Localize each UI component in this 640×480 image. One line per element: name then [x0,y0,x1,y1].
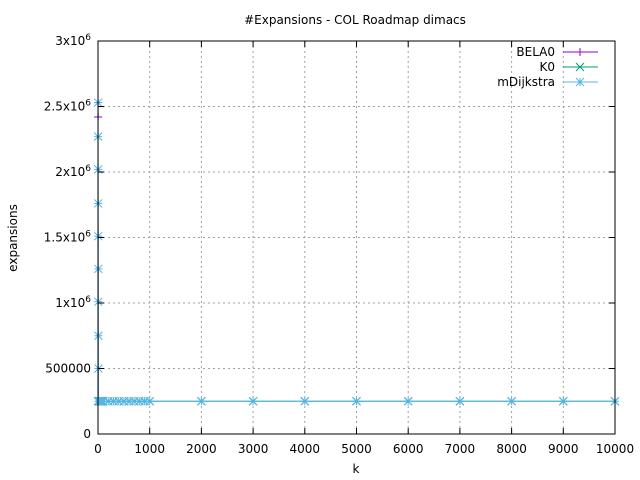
axis-ticks: 0 1000 2000 3000 4000 5000 6000 7000 8000 9000 100… [44,33,634,456]
data-point [558,396,568,406]
x-tick-label: 3000 [238,442,269,456]
series-mdijkstra [93,98,620,406]
x-tick-label: 4000 [290,442,321,456]
x-axis-label: k [353,462,360,476]
x-tick-label: 1000 [134,442,165,456]
x-tick-label: 0 [94,442,102,456]
data-point [575,77,585,87]
y-tick-label: 1.5x106 [44,230,91,245]
x-tick-label: 5000 [341,442,372,456]
legend-label: mDijkstra [497,75,555,89]
data-point [455,396,465,406]
x-tick-label: 10000 [596,442,634,456]
grid-lines [98,41,615,434]
y-tick-label: 500000 [45,362,91,376]
data-point [507,396,516,406]
legend-item: BELA0 [516,45,598,59]
y-tick-label: 3x106 [55,33,91,48]
legend-item: K0 [539,60,598,74]
x-tick-label: 8000 [496,442,527,456]
x-tick-label: 9000 [548,442,579,456]
y-tick-label: 2.5x106 [44,99,91,114]
data-point [576,48,584,56]
y-tick-label: 0 [83,427,91,441]
legend-label: K0 [539,60,555,74]
data-point [300,396,310,406]
series-group [93,98,620,406]
data-point [403,396,413,406]
y-axis-label: expansions [6,204,20,272]
data-point [248,396,258,406]
x-tick-label: 7000 [445,442,476,456]
chart-title: #Expansions - COL Roadmap dimacs [244,13,466,27]
x-tick-label: 6000 [393,442,424,456]
x-tick-label: 2000 [186,442,217,456]
y-tick-label: 2x106 [55,164,91,179]
data-point [145,396,155,406]
data-point [197,396,206,406]
data-point [352,396,361,406]
legend-label: BELA0 [516,45,555,59]
y-tick-label: 1x106 [55,295,91,310]
legend-item: mDijkstra [497,75,598,89]
data-point [575,62,585,72]
